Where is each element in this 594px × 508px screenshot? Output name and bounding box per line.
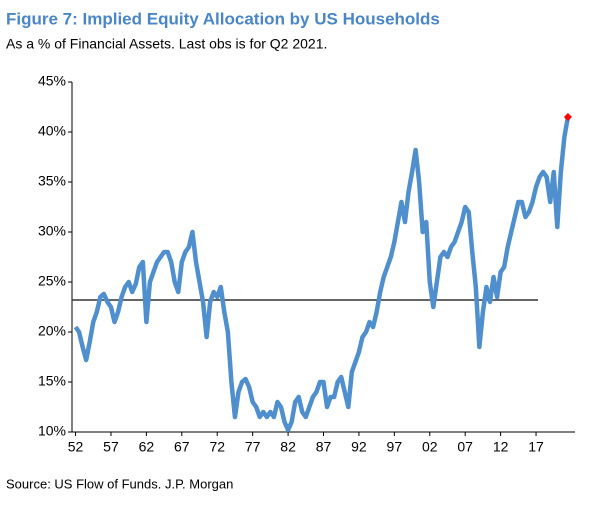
y-tick-label: 20%	[38, 323, 66, 339]
chart-title: Figure 7: Implied Equity Allocation by U…	[6, 9, 440, 28]
y-tick-label: 30%	[38, 223, 66, 239]
last-point-marker	[563, 113, 572, 121]
x-tick-label: 87	[316, 439, 332, 455]
x-tick-label: 92	[351, 439, 367, 455]
x-tick-label: 97	[387, 439, 403, 455]
y-tick-label: 10%	[38, 423, 66, 439]
x-tick-label: 82	[280, 439, 296, 455]
x-tick-label: 62	[139, 439, 155, 455]
x-tick-label: 07	[457, 439, 473, 455]
x-tick-label: 12	[493, 439, 509, 455]
x-tick-label: 17	[528, 439, 544, 455]
data-line	[73, 116, 571, 433]
x-tick-label: 67	[174, 439, 190, 455]
x-tick-label: 77	[245, 439, 261, 455]
y-tick-label: 45%	[38, 73, 66, 89]
x-tick-label: 52	[68, 439, 84, 455]
chart-subtitle: As a % of Financial Assets. Last obs is …	[6, 36, 327, 52]
y-tick-label: 25%	[38, 273, 66, 289]
y-tick-label: 35%	[38, 173, 66, 189]
x-tick-label: 72	[209, 439, 225, 455]
y-tick-label: 40%	[38, 123, 66, 139]
source-note: Source: US Flow of Funds. J.P. Morgan	[6, 476, 233, 491]
y-tick-label: 15%	[38, 373, 66, 389]
x-tick-label: 02	[422, 439, 438, 455]
x-tick-label: 57	[103, 439, 119, 455]
